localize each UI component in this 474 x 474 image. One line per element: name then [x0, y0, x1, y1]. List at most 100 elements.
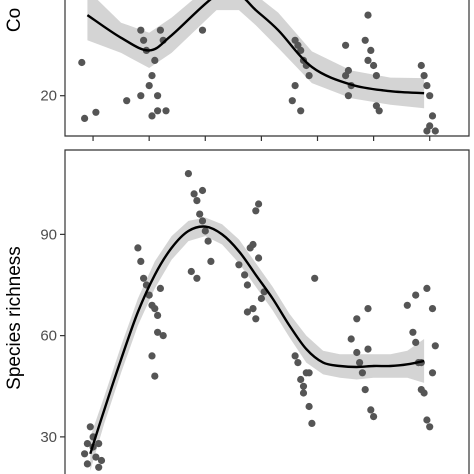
y-tick-label: 20 — [40, 88, 57, 105]
data-point — [412, 291, 420, 299]
data-point — [299, 382, 308, 390]
data-point — [361, 36, 369, 44]
data-point — [159, 332, 167, 340]
data-point — [358, 369, 366, 377]
data-point — [305, 72, 313, 80]
data-point — [291, 352, 299, 360]
bottom-y-axis-title: Species richness — [4, 246, 25, 390]
top-y-axis-title: Co — [4, 8, 25, 32]
data-point — [243, 281, 251, 289]
data-point — [151, 372, 159, 380]
y-tick-label: 90 — [40, 226, 57, 243]
data-point — [344, 66, 352, 75]
data-point — [193, 197, 201, 205]
data-point — [154, 92, 162, 100]
data-point — [420, 72, 428, 80]
data-point — [255, 254, 263, 262]
data-point — [428, 305, 437, 313]
data-point — [145, 82, 153, 90]
data-point — [431, 342, 439, 350]
data-point — [288, 97, 296, 105]
data-point — [151, 305, 159, 313]
data-point — [145, 291, 153, 299]
data-point — [154, 328, 162, 336]
bottom-panel-border — [64, 149, 470, 474]
data-point — [184, 170, 192, 178]
data-point — [140, 274, 148, 282]
data-point — [299, 389, 308, 397]
data-point — [412, 338, 420, 346]
top-points — [78, 11, 439, 135]
data-point — [426, 423, 434, 431]
data-point — [83, 440, 91, 448]
data-point — [162, 107, 170, 115]
bottom-points — [81, 170, 439, 471]
data-point — [367, 46, 375, 55]
data-point — [255, 200, 263, 208]
data-point — [252, 207, 260, 215]
data-point — [249, 305, 257, 313]
top-smooth-line — [86, 0, 425, 95]
data-point — [92, 453, 100, 461]
bottom-y-ticks: 30 60 90 — [40, 226, 65, 446]
data-point — [137, 92, 145, 100]
data-point — [367, 406, 375, 414]
data-point — [431, 127, 439, 135]
data-point — [364, 305, 372, 313]
data-point — [403, 301, 411, 309]
top-y-ticks: 20 — [40, 88, 65, 105]
data-point — [81, 114, 89, 122]
data-point — [198, 217, 207, 225]
data-point — [305, 402, 313, 411]
data-point — [190, 190, 198, 198]
data-point — [423, 416, 431, 424]
data-point — [297, 46, 305, 55]
data-point — [95, 440, 103, 448]
data-point — [305, 369, 313, 377]
data-point — [353, 348, 361, 357]
data-point — [291, 82, 299, 90]
data-point — [83, 460, 91, 468]
data-point — [428, 112, 437, 120]
data-point — [204, 237, 212, 245]
data-point — [423, 82, 431, 90]
data-point — [81, 450, 89, 458]
data-point — [148, 352, 156, 360]
data-point — [294, 359, 302, 367]
data-point — [420, 389, 428, 397]
data-point — [207, 257, 215, 265]
data-point — [426, 92, 434, 100]
data-point — [201, 227, 209, 235]
bottom-panel: 30 60 90 Species richness — [4, 149, 470, 474]
data-point — [297, 107, 305, 115]
data-point — [423, 284, 431, 292]
data-point — [148, 72, 156, 80]
data-point — [311, 274, 319, 282]
data-point — [364, 11, 372, 19]
data-point — [97, 456, 106, 465]
data-point — [241, 271, 249, 279]
data-point — [364, 345, 372, 353]
data-point — [92, 108, 100, 116]
bottom-smooth-line — [89, 225, 425, 455]
y-tick-label: 30 — [40, 429, 57, 446]
data-point — [140, 36, 148, 44]
data-point — [198, 26, 207, 34]
data-point — [193, 274, 201, 282]
data-point — [297, 375, 305, 384]
data-point — [235, 261, 243, 269]
data-point — [375, 107, 383, 115]
data-point — [353, 315, 361, 323]
data-point — [426, 122, 434, 130]
data-point — [361, 386, 369, 394]
data-point — [356, 359, 364, 367]
data-point — [249, 240, 257, 249]
data-point — [134, 244, 142, 252]
y-tick-label: 60 — [40, 328, 57, 345]
data-point — [252, 315, 260, 323]
data-point — [364, 56, 372, 64]
top-x-ticks — [92, 136, 431, 141]
data-point — [151, 56, 159, 64]
data-point — [154, 107, 162, 115]
data-point — [196, 210, 204, 218]
